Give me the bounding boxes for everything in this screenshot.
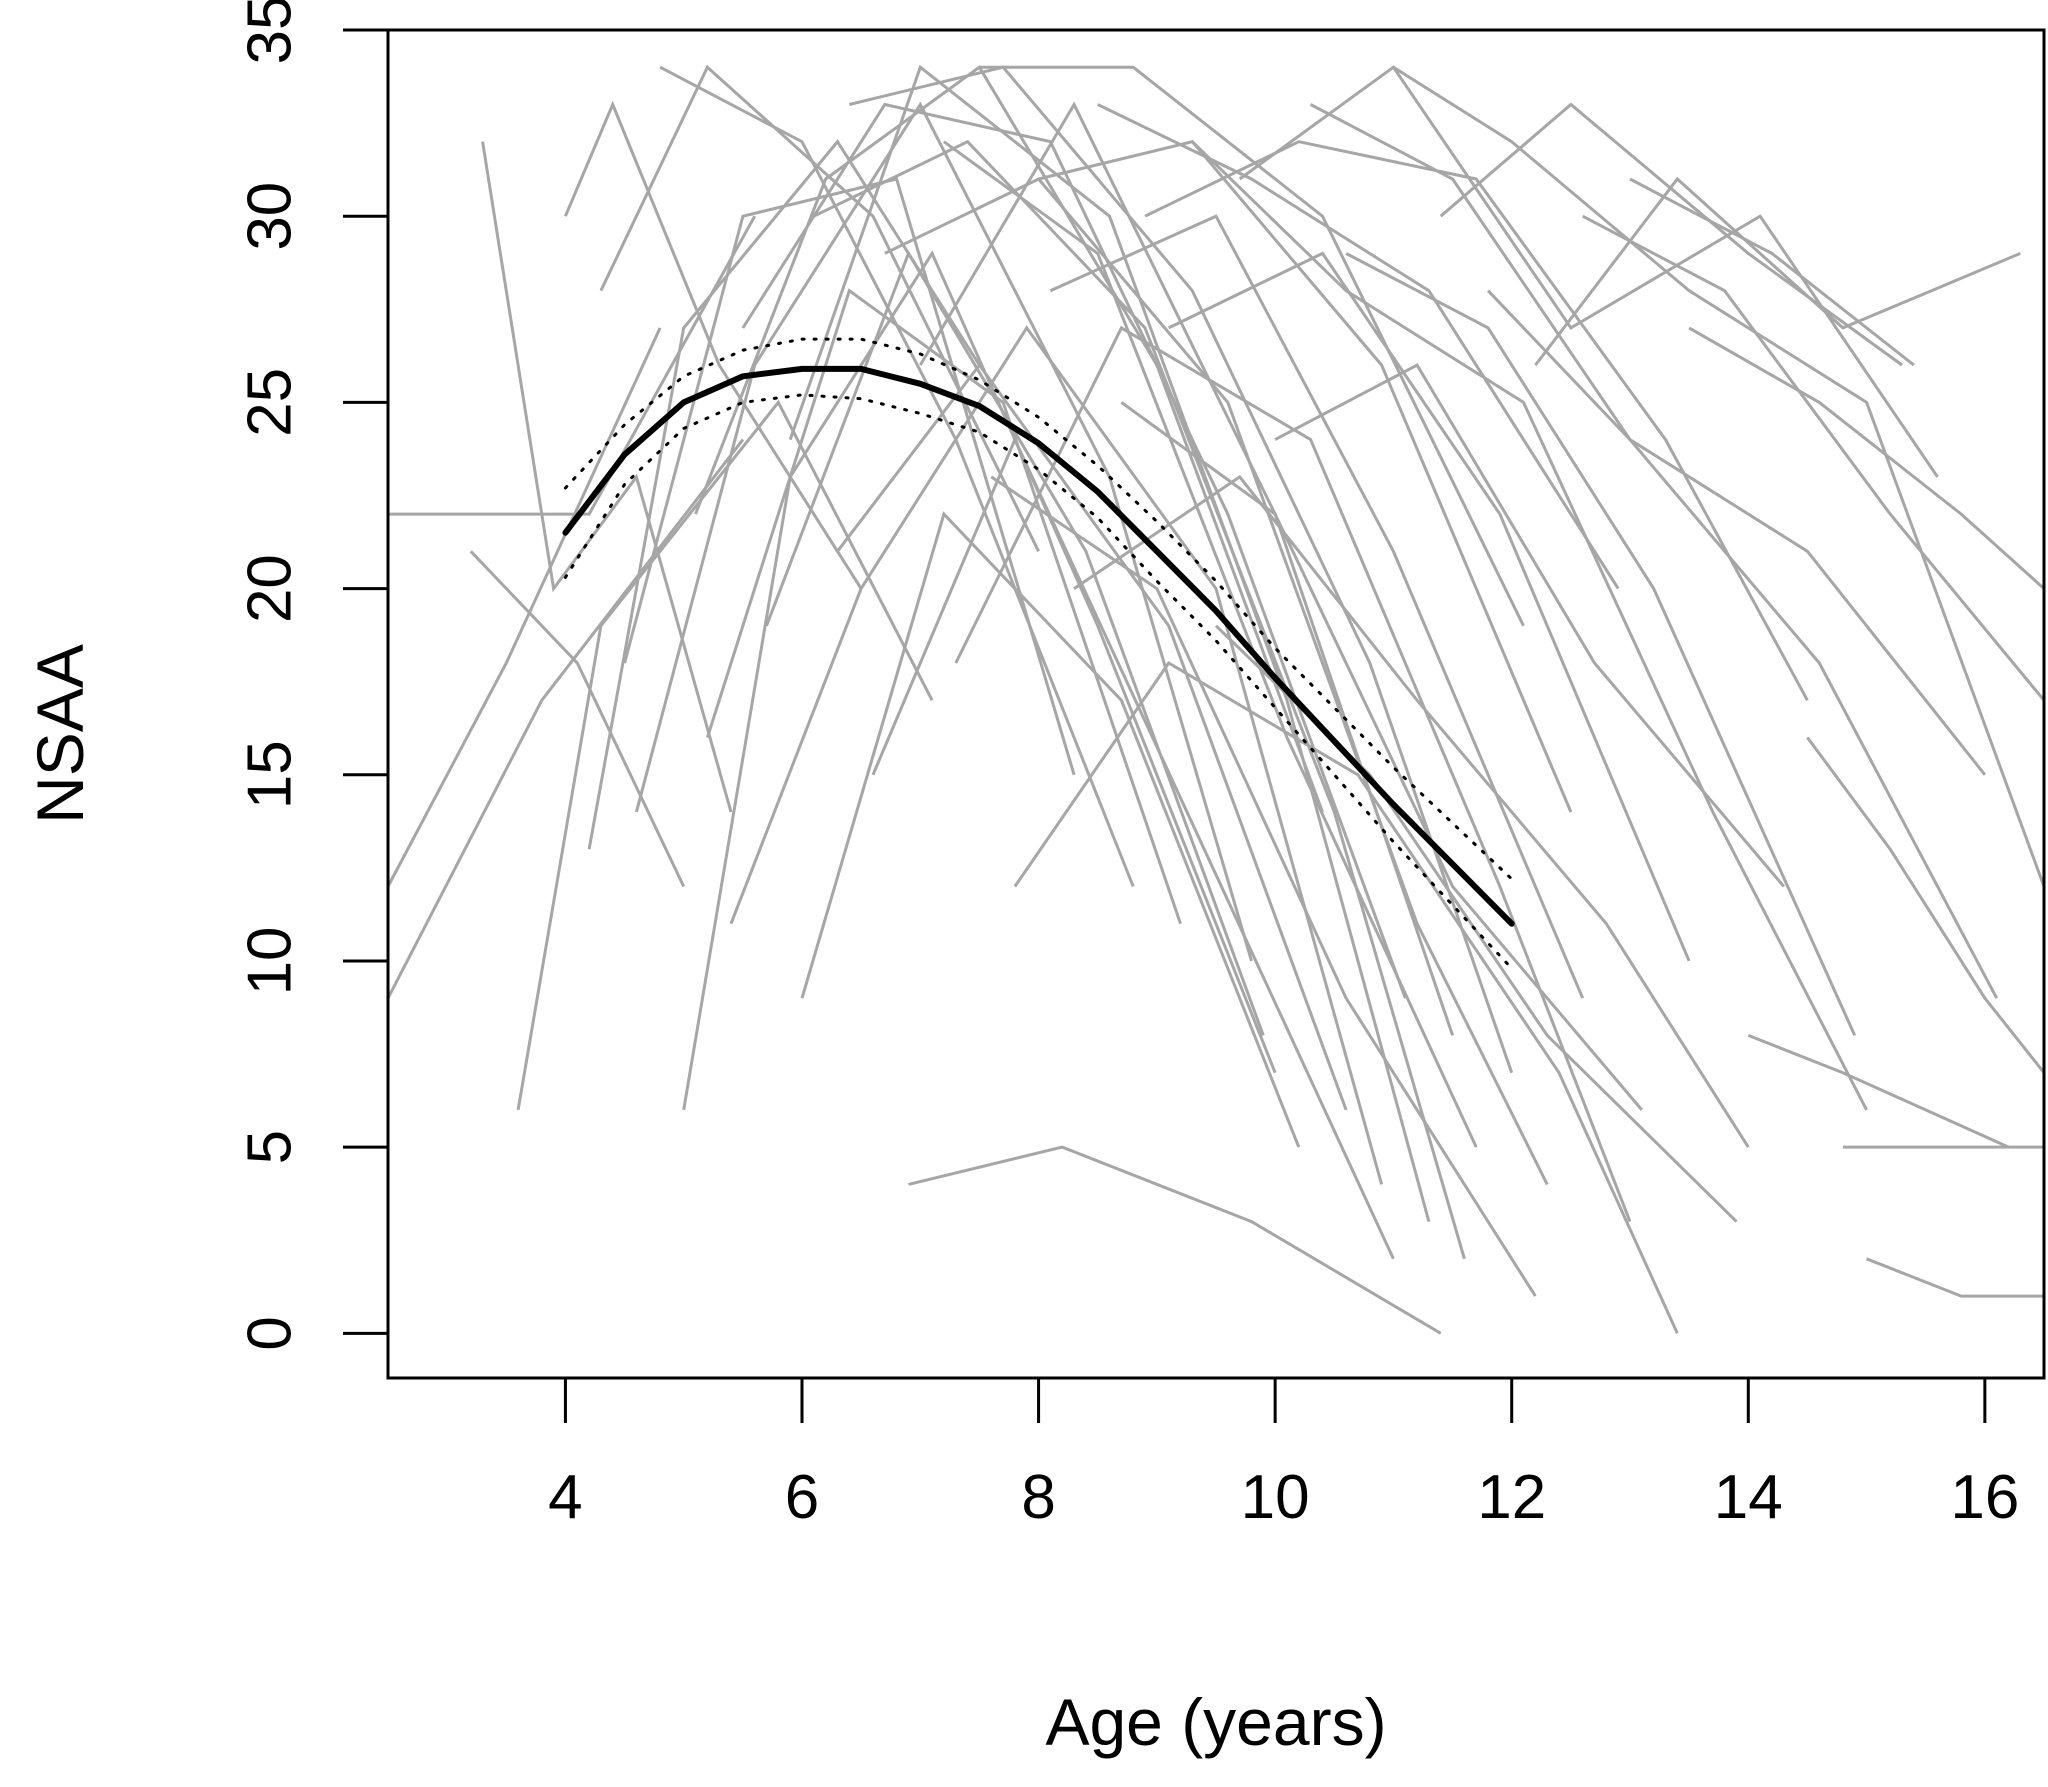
trajectory-line-3 — [481, 141, 733, 813]
x-tick-label: 14 — [1714, 1463, 1783, 1532]
trajectory-line-39 — [1191, 140, 1868, 1111]
trajectory-line-35 — [1097, 103, 1620, 590]
trajectory-line-36 — [1120, 401, 1643, 1111]
trajectory-line-8 — [599, 64, 1040, 552]
trajectory-line-10 — [634, 101, 1253, 962]
trajectory-line-44 — [1345, 252, 1857, 1037]
trajectory-line-0 — [388, 215, 757, 516]
trajectory-line-11 — [659, 65, 1135, 888]
trajectory-line-42 — [1274, 363, 1785, 888]
y-tick-label: 15 — [236, 740, 305, 809]
trajectory-line-51 — [1688, 326, 2046, 590]
x-tick-label: 10 — [1241, 1463, 1310, 1532]
x-axis: 4 6 8 10 12 14 16 — [548, 1376, 2019, 1532]
y-tick-label: 0 — [236, 1316, 305, 1350]
trajectory-line-49 — [1582, 214, 2046, 702]
trajectory-line-13 — [694, 65, 1324, 813]
trajectory-line-23 — [871, 435, 1395, 1260]
trajectory-line-33 — [1049, 214, 1585, 999]
y-tick-label: 30 — [236, 182, 305, 251]
trajectory-line-21 — [836, 362, 1348, 1111]
trajectory-line-20 — [813, 139, 1466, 1260]
trajectory-line-45 — [1392, 65, 2046, 888]
x-tick-label: 4 — [548, 1463, 582, 1532]
x-tick-label: 16 — [1950, 1463, 2019, 1532]
y-axis-label: NSAA — [23, 644, 97, 824]
trajectory-line-1 — [386, 438, 745, 999]
trajectory-line-14 — [705, 288, 1182, 925]
trajectory-line-41 — [1238, 65, 1939, 478]
trajectory-line-30 — [990, 475, 1537, 1297]
fitted-mean-line — [562, 365, 1515, 927]
trajectory-line-18 — [788, 64, 1431, 1222]
trajectory-line-52 — [1747, 1034, 2010, 1149]
trajectory-line-2 — [386, 327, 662, 888]
trajectory-line-47 — [1487, 289, 1987, 776]
x-tick-label: 12 — [1477, 1463, 1546, 1532]
trajectory-line-38 — [1168, 251, 1691, 962]
trajectory-line-19 — [800, 511, 1301, 1148]
x-axis-label: Age (years) — [1045, 1685, 1386, 1759]
trajectory-line-22 — [848, 65, 1514, 1074]
x-tick-label: 8 — [1021, 1463, 1055, 1532]
confidence-band-line-1 — [563, 337, 1514, 881]
trajectory-line-55 — [1866, 1257, 2044, 1298]
y-tick-label: 20 — [236, 554, 305, 623]
trajectory-line-37 — [1144, 140, 1809, 702]
trajectory-line-48 — [1534, 176, 2021, 367]
trajectory-line-46 — [1439, 102, 1903, 367]
individual-trajectories — [386, 64, 2046, 1335]
x-tick-label: 6 — [785, 1463, 819, 1532]
trajectory-line-32 — [1038, 140, 1573, 813]
fitted-mean-curves — [562, 337, 1515, 970]
trajectory-line-31 — [1013, 660, 1679, 1334]
y-tick-label: 35 — [236, 0, 305, 64]
trajectory-line-25 — [908, 1145, 1442, 1335]
trajectory-line-12 — [682, 250, 1277, 1111]
y-axis: 0 5 10 15 20 25 30 35 — [236, 0, 390, 1351]
trajectory-line-15 — [729, 325, 1384, 1185]
y-tick-label: 10 — [236, 926, 305, 995]
trajectory-line-50 — [1629, 177, 1915, 367]
y-tick-label: 5 — [236, 1130, 305, 1164]
trajectory-line-16 — [741, 102, 1407, 999]
plot-frame — [386, 28, 2046, 1380]
trajectory-line-24 — [884, 177, 1549, 1186]
trajectory-line-4 — [469, 550, 686, 888]
trajectory-line-34 — [1073, 474, 1750, 1148]
trajectory-line-53 — [1806, 736, 2046, 1074]
y-tick-label: 25 — [236, 368, 305, 437]
trajectory-line-27 — [943, 140, 1478, 1148]
trajectory-line-43 — [1309, 103, 1999, 999]
trajectory-line-17 — [765, 249, 1265, 1036]
trajectory-line-5 — [516, 399, 934, 1111]
trajectory-line-29 — [979, 65, 1525, 627]
